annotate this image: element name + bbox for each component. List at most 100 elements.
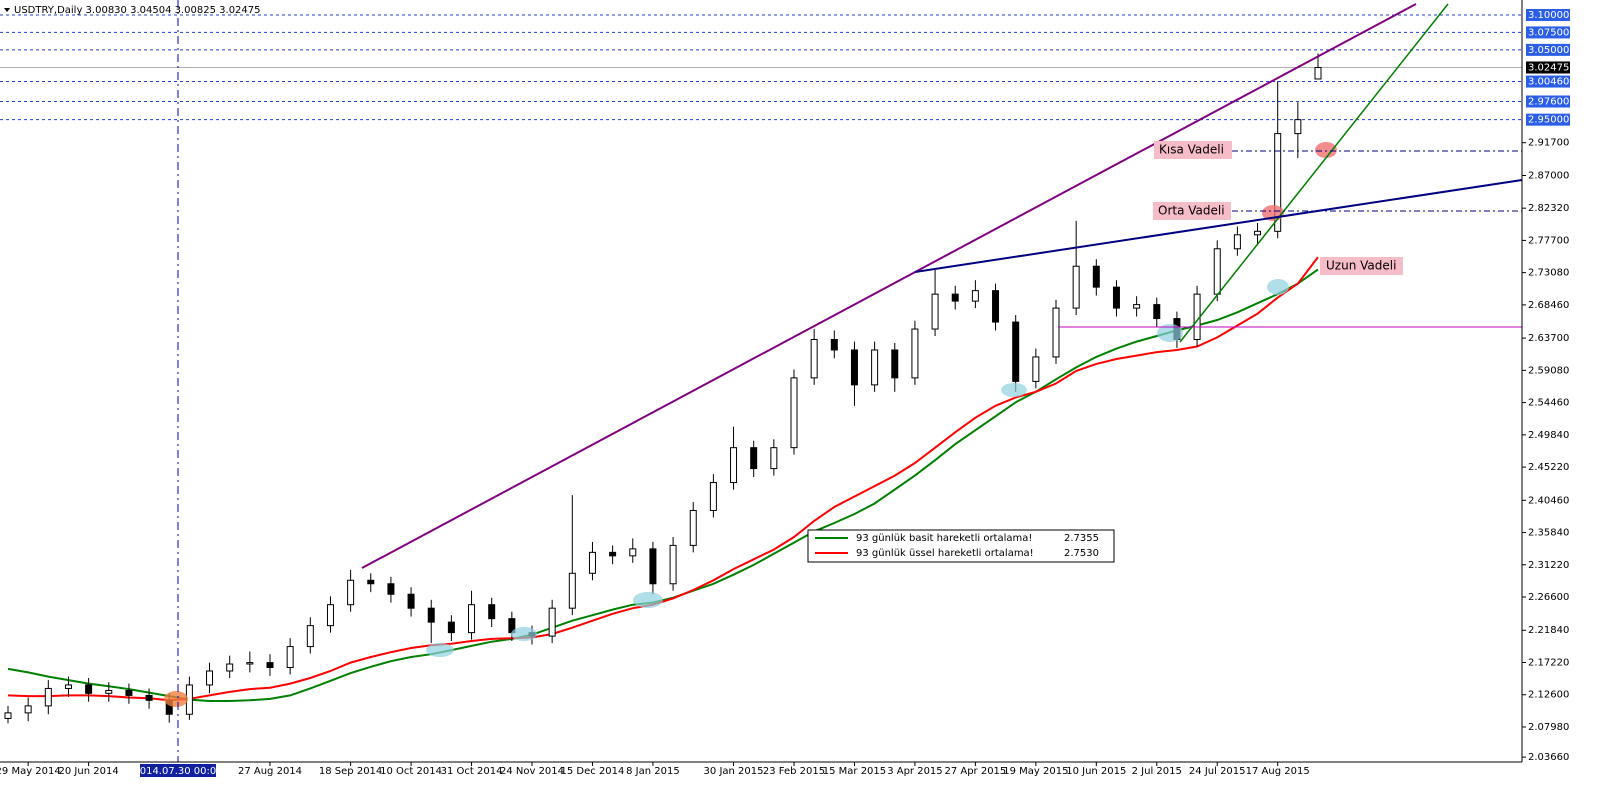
highlight: [1157, 324, 1183, 342]
y-tick-label: 2.17220: [1528, 657, 1569, 668]
y-tick-label: 2.91700: [1528, 138, 1569, 149]
x-tick-label: 31 Oct 2014: [441, 766, 503, 777]
candle-body: [64, 684, 72, 689]
y-tick-label: 2.49840: [1528, 430, 1569, 441]
highlight: [1267, 279, 1289, 295]
chart-title: USDTRY,Daily 3.00830 3.04504 3.00825 3.0…: [14, 5, 261, 16]
legend-value: 2.7530: [1064, 548, 1099, 559]
candle-body: [326, 604, 334, 627]
x-tick-label: 30 Jan 2015: [704, 766, 764, 777]
candle-body: [145, 694, 153, 701]
x-tick-label: 29 May 2014: [0, 766, 61, 777]
legend-label: 93 günlük üssel hareketli ortalama!: [856, 548, 1034, 559]
y-tick-label: 2.63700: [1528, 333, 1569, 344]
candle-body: [810, 338, 818, 379]
candle-body: [649, 548, 657, 585]
candle-body: [447, 621, 455, 634]
candle-body: [951, 293, 959, 302]
highlight: [1315, 142, 1337, 158]
candle-body: [226, 663, 234, 672]
y-tick-label: 2.68460: [1528, 300, 1569, 311]
price-level-label: 3.10000: [1528, 10, 1569, 21]
x-tick-label: 3 Apr 2015: [887, 766, 942, 777]
x-tick-label: 20 Jun 2014: [59, 766, 119, 777]
candle-body: [1052, 307, 1060, 358]
candle-body: [1072, 265, 1080, 309]
candle-body: [1153, 304, 1161, 320]
x-tick-label: 8 Jan 2015: [626, 766, 680, 777]
candle-body: [347, 579, 355, 606]
candle-body: [629, 548, 637, 557]
candle-body: [850, 349, 858, 386]
candle-body: [750, 447, 758, 470]
moving-average: [7, 268, 1319, 702]
x-tick-label: 19 May 2015: [1003, 766, 1068, 777]
y-tick-label: 2.77700: [1528, 235, 1569, 246]
legend: [807, 529, 1115, 563]
annotation: Orta Vadeli: [1158, 204, 1225, 218]
y-tick-label: 2.40460: [1528, 495, 1569, 506]
annotation-box: [1154, 141, 1232, 159]
y-tick-label: 2.59080: [1528, 365, 1569, 376]
x-tick-label: 17 Aug 2015: [1246, 766, 1310, 777]
y-tick-label: 2.07980: [1528, 722, 1569, 733]
x-tick-label: 10 Oct 2014: [380, 766, 442, 777]
candle-body: [790, 377, 798, 449]
x-tick-label: 23 Feb 2015: [763, 766, 825, 777]
y-tick-label: 2.35840: [1528, 528, 1569, 539]
highlights: [426, 279, 1289, 657]
candle-body: [971, 290, 979, 302]
x-tick-label: 24 Jul 2015: [1189, 766, 1246, 777]
x-tick-label: 18 Sep 2014: [319, 766, 382, 777]
candle-body: [1112, 286, 1120, 309]
candle-body: [387, 583, 395, 595]
price-level-label-box: [1526, 8, 1570, 21]
price-level-label-box: [1526, 75, 1570, 88]
crosshair-label-box: [140, 764, 216, 777]
candle-body: [85, 684, 93, 694]
price-level-label: 2.97600: [1528, 97, 1569, 108]
candle-body: [206, 670, 214, 686]
candle-body: [1294, 119, 1302, 135]
candle-body: [488, 604, 496, 620]
highlight: [1001, 383, 1027, 397]
candle-body: [286, 646, 294, 669]
legend-label: 93 günlük basit hareketli ortalama!: [856, 533, 1032, 544]
candle-body: [1133, 304, 1141, 309]
candle-body: [44, 687, 52, 707]
candle-body: [669, 544, 677, 585]
trend-line: [1179, 3, 1449, 343]
x-tick-label: 27 Apr 2015: [944, 766, 1006, 777]
candle-body: [770, 447, 778, 470]
candle-body: [105, 690, 113, 694]
candle-body: [1092, 265, 1100, 288]
trend-line: [361, 3, 1417, 569]
candle-body: [246, 662, 254, 665]
candle-body: [4, 712, 12, 719]
candle-body: [1254, 230, 1262, 236]
candle-body: [609, 551, 617, 557]
highlight: [511, 627, 537, 641]
candle-body: [931, 293, 939, 330]
price-level-label-box: [1526, 26, 1570, 39]
candle-body: [891, 349, 899, 379]
y-tick-label: 2.12600: [1528, 690, 1569, 701]
candle-body: [125, 690, 133, 696]
candle-body: [266, 662, 274, 669]
candle-body: [1314, 66, 1322, 80]
annotation-box: [1320, 257, 1403, 275]
y-tick-label: 2.21840: [1528, 625, 1569, 636]
candle-body: [1012, 321, 1020, 382]
annotation: Uzun Vadeli: [1326, 259, 1396, 273]
y-tick-label: 2.26600: [1528, 592, 1569, 603]
x-tick-label: 24 Nov 2014: [500, 766, 564, 777]
y-tick-label: 2.45220: [1528, 462, 1569, 473]
x-tick-label: 15 Dec 2014: [561, 766, 625, 777]
candle-body: [468, 604, 476, 634]
last-price-label: 3.02475: [1528, 62, 1569, 73]
menu-arrow: [4, 8, 10, 12]
price-level-label: 3.00460: [1528, 77, 1569, 88]
annotation: Kısa Vadeli: [1159, 143, 1224, 157]
highlight: [164, 691, 188, 707]
